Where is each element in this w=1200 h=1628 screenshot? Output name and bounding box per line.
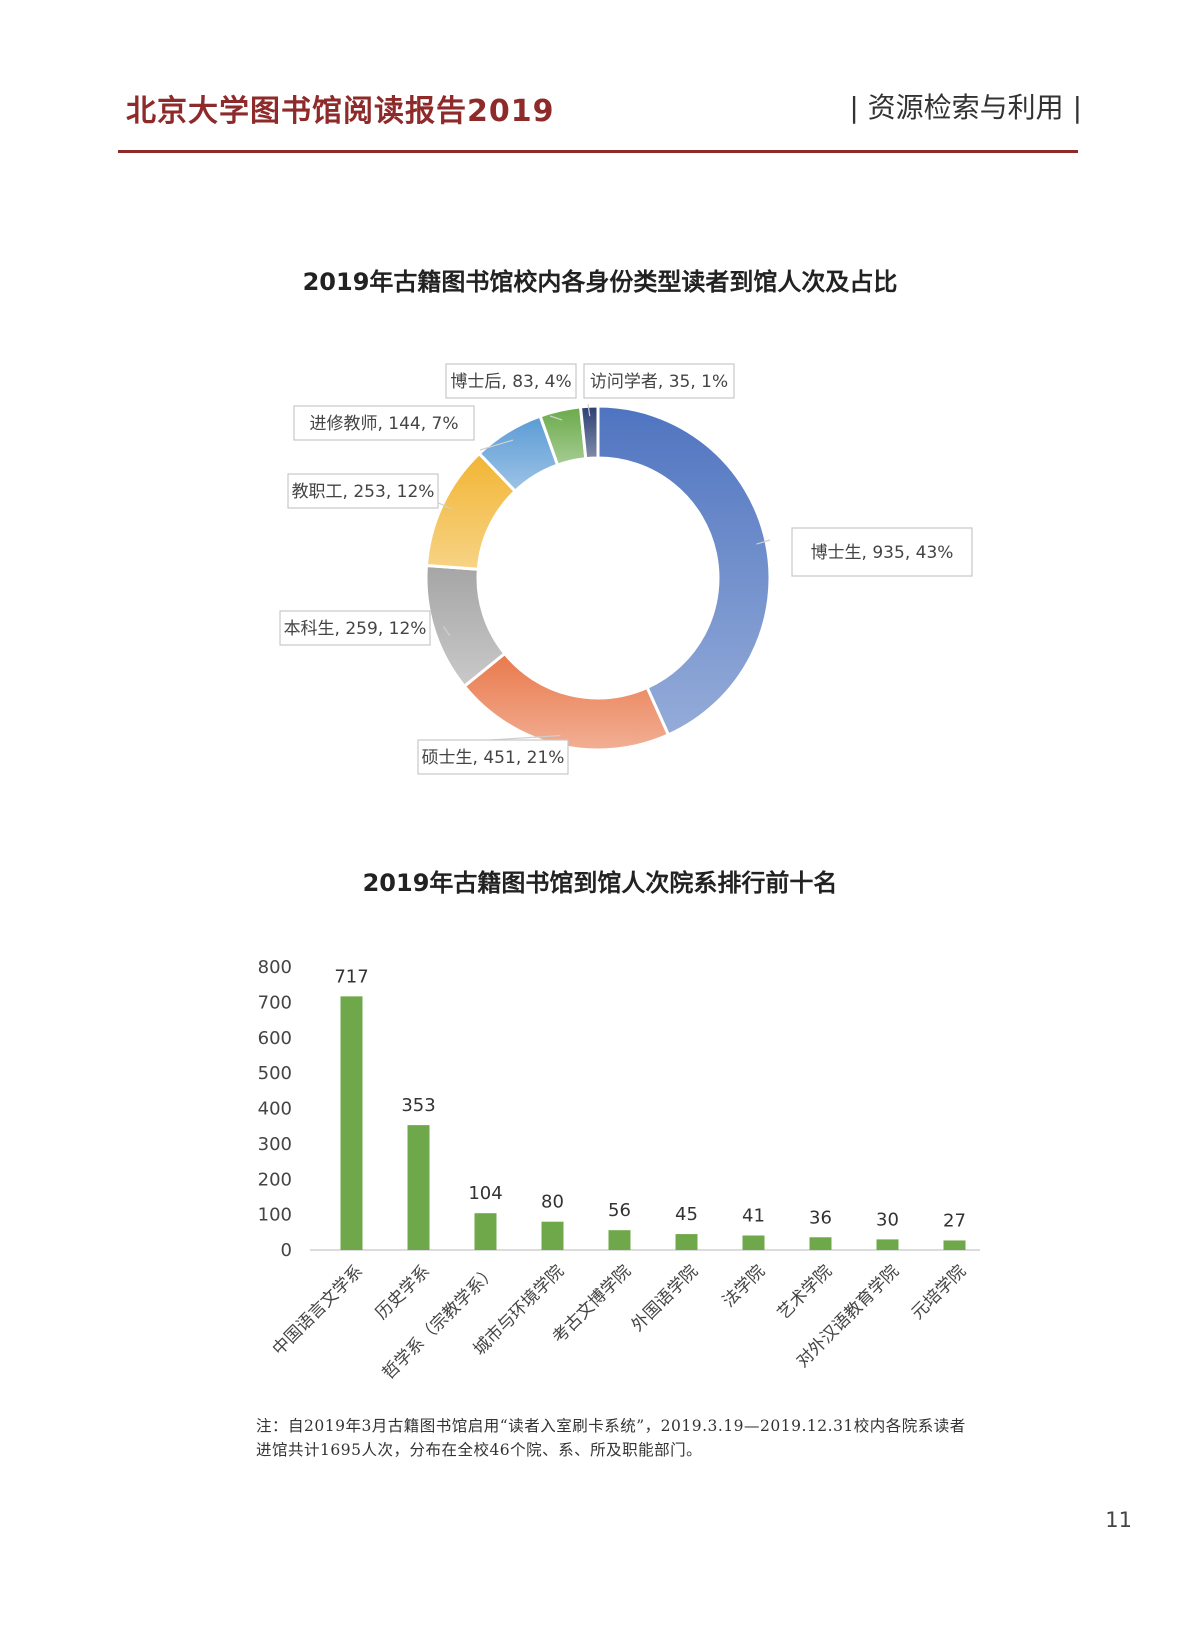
donut-label-0: 博士生, 935, 43% [811, 543, 954, 563]
footnote: 注：自2019年3月古籍图书馆启用“读者入室刷卡系统”，2019.3.19—20… [256, 1417, 966, 1459]
y-tick-label: 800 [258, 957, 292, 978]
bar-value-label: 104 [468, 1183, 502, 1204]
x-category-label: 元培学院 [908, 1261, 970, 1323]
donut-label-box-5 [445, 363, 577, 399]
x-category-label: 外国语学院 [628, 1261, 702, 1335]
bar-value-label: 45 [675, 1204, 698, 1225]
bar-7 [809, 1237, 832, 1250]
bar-2 [474, 1213, 497, 1250]
bar-chart-title: 2019年古籍图书馆到馆人次院系排行前十名 [362, 869, 838, 897]
donut-label-3: 教职工, 253, 12% [292, 482, 435, 502]
donut-slice-1 [462, 651, 671, 752]
bar-value-label: 36 [809, 1207, 832, 1228]
bar-5 [675, 1234, 698, 1250]
bar-3 [541, 1221, 564, 1250]
x-category-label: 艺术学院 [774, 1261, 836, 1323]
donut-leader-2 [442, 626, 451, 637]
donut-label-2: 本科生, 259, 12% [284, 619, 427, 639]
donut-slice-0 [596, 404, 772, 737]
bar-value-label: 27 [943, 1210, 966, 1231]
donut-label-4: 进修教师, 144, 7% [309, 414, 458, 434]
x-category-label: 历史学系 [372, 1261, 434, 1323]
donut-slice-6 [578, 404, 600, 461]
y-tick-label: 0 [281, 1240, 292, 1261]
page-number: 11 [1105, 1508, 1132, 1532]
x-category-label: 法学院 [719, 1261, 769, 1311]
bar-8 [876, 1239, 899, 1250]
y-tick-label: 100 [258, 1205, 292, 1226]
donut-leader-0 [756, 539, 771, 545]
section-title: | 资源检索与利用 | [849, 91, 1082, 124]
donut-label-box-4 [293, 405, 475, 441]
bar-chart: 0 100 200 300 400 500 600 700 800 717 中国语言文学系 353 历史… [258, 957, 980, 1384]
bar-value-label: 353 [401, 1095, 435, 1116]
x-category-label: 中国语言文学系 [269, 1261, 367, 1359]
bar-9 [943, 1240, 966, 1250]
donut-chart: 博士生, 935, 43% 硕士生, 451, 21% 本科生, 259, 12% 教… [279, 363, 973, 775]
bar-value-label: 41 [742, 1205, 765, 1226]
donut-leader-4 [479, 439, 514, 451]
bar-6 [742, 1235, 765, 1250]
donut-label-box-1 [417, 739, 569, 775]
x-category-label: 哲学系（宗教学系） [379, 1261, 501, 1383]
y-tick-label: 700 [258, 992, 292, 1013]
donut-label-box-0 [791, 527, 973, 577]
donut-label-box-3 [287, 473, 439, 509]
donut-leader-1 [489, 734, 561, 741]
donut-leader-6 [587, 403, 591, 417]
y-tick-label: 300 [258, 1134, 292, 1155]
y-tick-label: 500 [258, 1063, 292, 1084]
bar-0 [340, 996, 363, 1250]
y-tick-label: 400 [258, 1099, 292, 1120]
bar-value-label: 717 [334, 966, 368, 987]
bar-1 [407, 1125, 430, 1250]
donut-label-box-6 [583, 363, 735, 399]
donut-chart-title: 2019年古籍图书馆校内各身份类型读者到馆人次及占比 [302, 268, 898, 296]
y-tick-label: 600 [258, 1028, 292, 1049]
donut-label-5: 博士后, 83, 4% [450, 372, 571, 392]
y-tick-label: 200 [258, 1169, 292, 1190]
donut-leader-5 [549, 415, 563, 421]
bar-value-label: 56 [608, 1200, 631, 1221]
report-title: 北京大学图书馆阅读报告2019 [126, 94, 555, 129]
bar-value-label: 80 [541, 1192, 564, 1213]
donut-label-6: 访问学者, 35, 1% [590, 372, 728, 392]
bar-4 [608, 1230, 631, 1250]
donut-label-box-2 [279, 610, 431, 646]
header-rule [118, 150, 1078, 153]
donut-label-1: 硕士生, 451, 21% [422, 748, 565, 768]
bar-value-label: 30 [876, 1209, 899, 1230]
